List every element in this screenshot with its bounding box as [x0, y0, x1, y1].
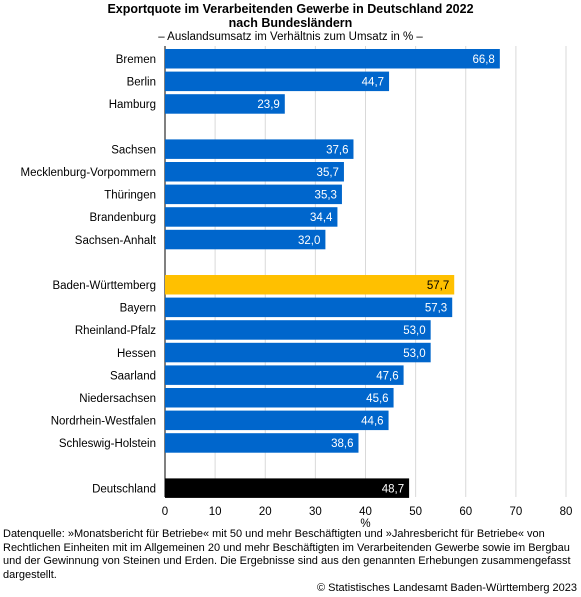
- x-axis: 0 10 20 30 40 50 60 70 80%: [162, 506, 573, 528]
- category-labels: Bremen Berlin Hamburg Sachsen Mecklenburg-Vo…: [20, 54, 156, 495]
- bar: [165, 297, 453, 318]
- bar: [165, 49, 500, 69]
- category-label: Sachsen: [111, 144, 156, 156]
- category-label: Saarland: [110, 370, 156, 382]
- category-label: Bayern: [120, 303, 156, 315]
- value-label: 53,0: [403, 325, 425, 337]
- category-label: Brandenburg: [90, 212, 157, 224]
- value-label: 48,7: [382, 483, 404, 495]
- value-label: 44,6: [361, 416, 383, 428]
- value-label: 23,9: [257, 99, 279, 111]
- bar: [165, 342, 431, 363]
- value-label: 35,3: [315, 190, 337, 202]
- bar: [165, 365, 404, 385]
- chart-subtitle: – Auslandsumsatz im Verhältnis zum Umsat…: [158, 31, 423, 43]
- bar: [165, 275, 455, 295]
- source-note: Datenquelle: »Monatsbericht für Betriebe…: [3, 528, 571, 581]
- x-tick-label: 20: [259, 506, 272, 518]
- value-label: 38,6: [331, 438, 353, 450]
- category-label: Hessen: [117, 348, 156, 360]
- category-label: Sachsen-Anhalt: [75, 235, 157, 247]
- value-label: 45,6: [366, 393, 388, 405]
- x-tick-label: 0: [162, 506, 168, 518]
- category-label: Schleswig-Holstein: [59, 438, 156, 450]
- category-label: Hamburg: [109, 99, 156, 111]
- chart-title-block: Exportquote im Verarbeitenden Gewerbe in…: [0, 2, 581, 44]
- copyright: © Statistisches Landesamt Baden-Württemb…: [316, 582, 577, 594]
- chart-title: Exportquote im Verarbeitenden Gewerbe in…: [107, 2, 474, 16]
- bar: [165, 184, 342, 205]
- category-label: Niedersachsen: [79, 393, 156, 405]
- value-label: 37,6: [326, 144, 348, 156]
- x-tick-label: 70: [509, 506, 522, 518]
- bar: [165, 433, 359, 453]
- x-tick-label: 30: [309, 506, 322, 518]
- bar: [165, 478, 410, 498]
- category-label: Baden-Württemberg: [52, 280, 156, 292]
- bar: [165, 71, 390, 92]
- value-label: 66,8: [472, 54, 494, 66]
- bar: [165, 162, 344, 182]
- value-label: 32,0: [298, 235, 320, 247]
- x-tick-label: 60: [459, 506, 472, 518]
- value-label: 35,7: [317, 167, 339, 179]
- x-axis-label: %: [360, 518, 370, 528]
- bar: [165, 320, 431, 340]
- value-label: 44,7: [362, 77, 384, 89]
- category-label: Nordrhein-Westfalen: [51, 416, 156, 428]
- x-tick-label: 10: [209, 506, 222, 518]
- category-label: Thüringen: [104, 190, 156, 202]
- bar: [165, 388, 394, 408]
- value-label: 57,3: [425, 303, 447, 315]
- bar: [165, 94, 285, 114]
- category-label: Berlin: [127, 77, 156, 89]
- bar: [165, 207, 338, 227]
- bar: [165, 229, 326, 250]
- chart-title-line2: nach Bundesländern: [228, 16, 353, 30]
- value-label: 53,0: [403, 348, 425, 360]
- value-label: 34,4: [310, 212, 333, 224]
- category-label: Mecklenburg-Vorpommern: [20, 167, 156, 179]
- value-label: 47,6: [376, 370, 398, 382]
- bars: 66,8 44,7 23,9 37,6 35,7 35,3 34,4 32,0 57,7 57,3…: [165, 49, 500, 498]
- bar: [165, 410, 389, 431]
- x-tick-label: 40: [359, 506, 372, 518]
- bar-chart: 66,8 44,7 23,9 37,6 35,7 35,3 34,4 32,0 57,7 57,3…: [20, 46, 573, 528]
- bar: [165, 139, 354, 159]
- x-tick-label: 80: [560, 506, 573, 518]
- x-tick-label: 50: [409, 506, 422, 518]
- value-label: 57,7: [427, 280, 449, 292]
- category-label: Deutschland: [92, 483, 156, 495]
- category-label: Rheinland-Pfalz: [75, 325, 156, 337]
- category-label: Bremen: [116, 54, 156, 66]
